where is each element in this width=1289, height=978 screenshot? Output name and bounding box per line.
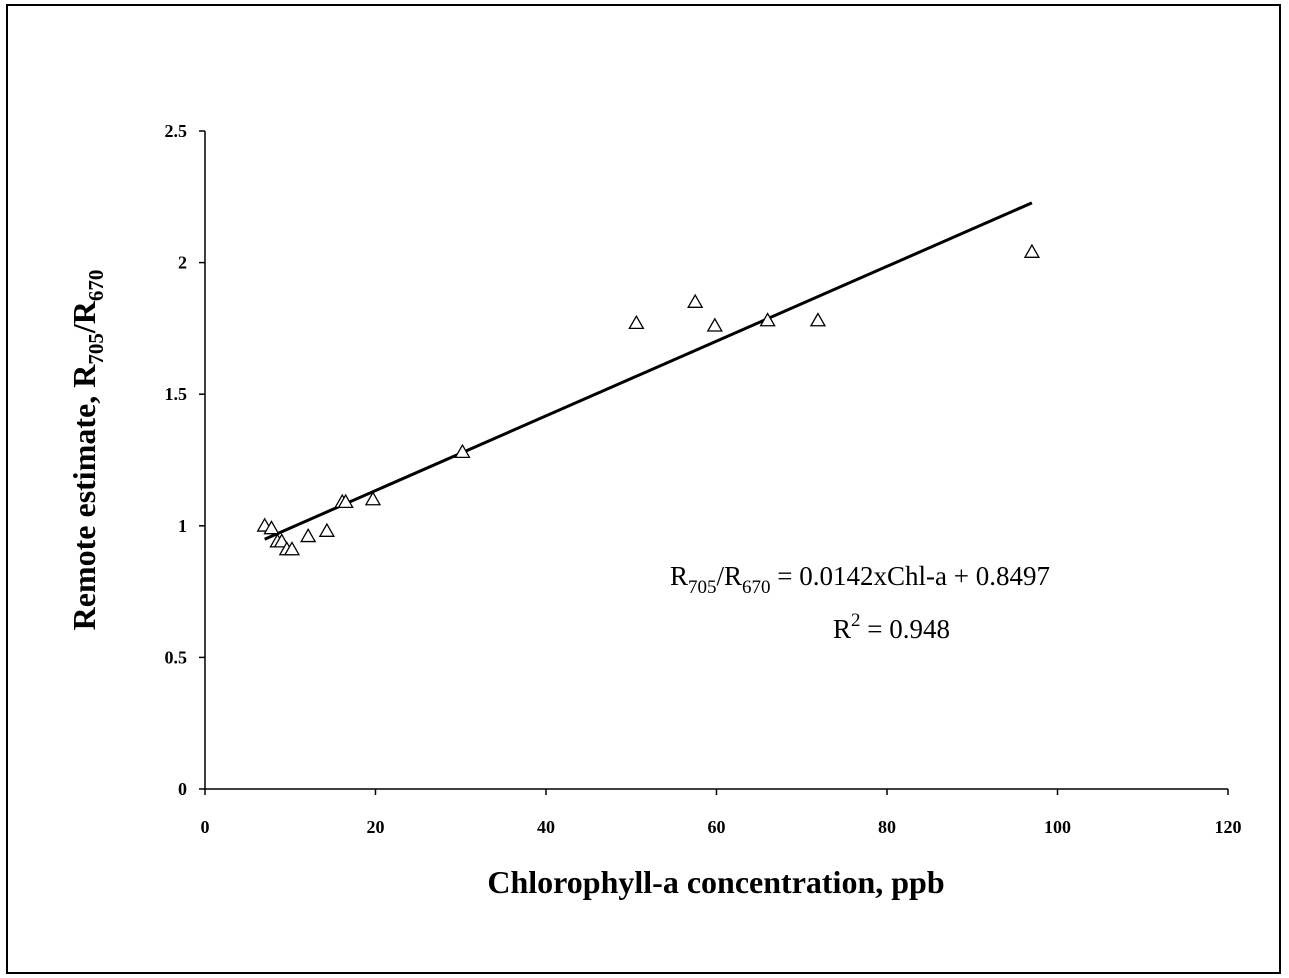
x-tick-label: 20 [367, 817, 385, 837]
r2-rest: = 0.948 [861, 614, 950, 644]
r-squared: R2 = 0.948 [833, 610, 950, 644]
data-point [1023, 243, 1041, 258]
eq-r1: R [670, 561, 688, 591]
y-axis-title-base: Remote estimate, R [66, 364, 102, 631]
data-point [283, 541, 301, 556]
data-point [687, 293, 704, 308]
data-point [273, 533, 290, 548]
y-axis-title-sub2: 670 [84, 270, 108, 302]
data-point [364, 491, 382, 506]
x-tick-label: 60 [708, 817, 726, 837]
x-tick-label: 120 [1215, 817, 1242, 837]
eq-sub1: 705 [688, 577, 717, 598]
data-points [256, 243, 1041, 556]
y-axis-title: Remote estimate, R705/R670 [66, 270, 108, 631]
y-ticks: 0 0.5 1 1.5 2 2.5 [165, 121, 205, 799]
data-point [759, 312, 776, 327]
y-tick-label: 2.5 [165, 121, 188, 141]
axes [204, 131, 1228, 790]
eq-rest: = 0.0142xChl-a + 0.8497 [771, 561, 1050, 591]
x-tick-label: 0 [201, 817, 210, 837]
x-axis-title: Chlorophyll-a concentration, ppb [487, 864, 944, 900]
data-point [628, 314, 645, 330]
x-tick-label: 40 [537, 817, 555, 837]
x-ticks: 0 20 40 60 80 100 120 [201, 789, 1242, 837]
chart-frame [6, 4, 1281, 974]
trendline [264, 201, 1033, 541]
x-tick-label: 100 [1044, 817, 1071, 837]
y-tick-label: 2 [178, 253, 187, 273]
data-point [454, 443, 471, 459]
r2-sup: 2 [851, 610, 861, 631]
regression-equation: R705/R670 = 0.0142xChl-a + 0.8497 [670, 561, 1050, 598]
eq-sub2: 670 [742, 577, 771, 598]
x-tick-label: 80 [878, 817, 896, 837]
data-point [300, 528, 317, 543]
data-point [263, 520, 280, 535]
eq-mid: /R [717, 561, 743, 591]
y-tick-label: 1 [178, 516, 187, 536]
y-axis-title-sub1: 705 [84, 333, 108, 365]
data-point [337, 493, 354, 509]
y-tick-label: 0 [178, 779, 187, 799]
r2-base: R [833, 614, 851, 644]
y-axis-title-mid: /R [66, 300, 102, 334]
y-tick-label: 0.5 [165, 647, 188, 667]
y-tick-label: 1.5 [165, 384, 188, 404]
data-point [706, 317, 723, 332]
data-point [809, 312, 827, 327]
data-point [318, 522, 336, 537]
